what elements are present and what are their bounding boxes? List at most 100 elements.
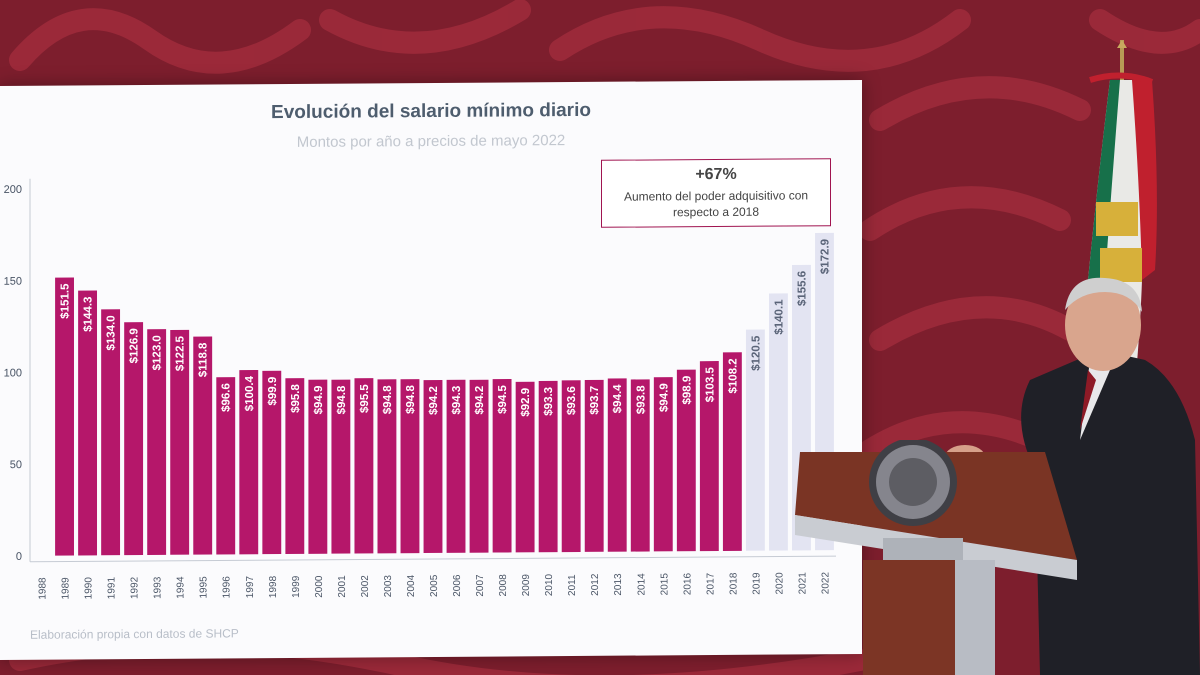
bar-value-label: $123.0 (152, 335, 164, 370)
bar-value-label: $94.2 (428, 386, 440, 415)
x-tick-label: 2003 (383, 575, 394, 598)
x-tick-label: 2021 (797, 572, 808, 595)
x-tick-label: 1997 (245, 576, 256, 599)
bar (101, 309, 121, 556)
bar (538, 380, 558, 553)
bar-value-label: $94.2 (474, 386, 486, 415)
bar-value-label: $94.8 (382, 385, 394, 414)
bar-value-label: $93.6 (566, 386, 578, 415)
bar-value-label: $94.9 (313, 386, 325, 415)
bar-value-label: $108.2 (727, 358, 739, 393)
source-footnote: Elaboración propia con datos de SHCP (30, 626, 239, 642)
x-tick-label: 2006 (452, 574, 463, 597)
bar (377, 379, 397, 554)
callout-text: Aumento del poder adquisitivo con respec… (623, 188, 809, 220)
bar-value-label: $103.5 (704, 366, 716, 402)
x-tick-label: 1999 (291, 575, 302, 598)
x-tick-label: 2007 (475, 574, 486, 597)
bar (653, 377, 673, 552)
x-tick-label: 2009 (521, 574, 532, 597)
x-tick-label: 1996 (222, 576, 233, 599)
x-tick-label: 2005 (429, 574, 440, 597)
x-tick-label: 1998 (268, 575, 279, 598)
bar-value-label: $144.3 (83, 297, 95, 332)
x-tick-label: 2011 (567, 574, 578, 596)
x-tick-label: 2017 (705, 572, 716, 595)
x-tick-label: 2014 (636, 573, 647, 596)
bar (308, 379, 328, 554)
bar-value-label: $93.7 (589, 386, 601, 415)
x-tick-label: 1991 (107, 576, 118, 599)
x-tick-label: 2018 (728, 572, 739, 595)
bar (699, 361, 719, 552)
x-tick-label: 2001 (337, 575, 348, 598)
callout-value: +67% (695, 165, 737, 184)
x-tick-label: 1988 (38, 577, 49, 600)
bar-value-label: $151.5 (60, 283, 72, 319)
x-tick-label: 2019 (751, 572, 762, 595)
bar (515, 381, 535, 553)
x-tick-label: 2020 (774, 572, 785, 595)
bar-value-label: $94.5 (497, 384, 509, 413)
x-tick-label: 1993 (153, 576, 164, 599)
bar-value-label: $93.8 (635, 385, 647, 414)
bar-value-label: $120.5 (750, 335, 762, 371)
bar (124, 322, 144, 556)
podium (795, 440, 1077, 675)
bar (331, 379, 351, 554)
bar-value-label: $126.9 (129, 328, 141, 363)
bar-value-label: $94.8 (336, 385, 348, 414)
bar (492, 379, 512, 553)
bar-value-label: $94.4 (612, 384, 624, 413)
bar (561, 380, 581, 553)
bar (584, 379, 604, 552)
bar-chart: 0 50 100 150 200 1988 1989 $151.5 1990 $144.3 1991… (4, 178, 836, 600)
x-tick-label: 2015 (659, 573, 670, 596)
bar (147, 329, 167, 555)
bar-value-label: $122.5 (175, 335, 187, 371)
bar (193, 336, 213, 555)
x-tick-label: 1989 (61, 577, 72, 600)
bar-value-label: $155.6 (796, 271, 808, 306)
bar (469, 379, 489, 553)
bar-value-label: $99.9 (267, 377, 279, 406)
x-tick-label: 2002 (360, 575, 371, 598)
callout-box: +67% Aumento del poder adquisitivo con r… (601, 158, 831, 228)
y-tick-label: 0 (16, 551, 22, 563)
bar-value-label: $92.9 (520, 388, 532, 417)
bar (423, 380, 443, 554)
x-axis-line (30, 555, 836, 563)
y-tick-label: 200 (4, 184, 22, 196)
bar (55, 277, 74, 556)
bar-value-label: $96.6 (221, 383, 233, 412)
bar (722, 352, 742, 551)
bar-value-label: $94.9 (658, 383, 670, 412)
x-tick-label: 2016 (682, 572, 693, 595)
x-tick-label: 2000 (314, 575, 325, 598)
projection-screen: Evolución del salario mínimo diario Mont… (0, 79, 862, 661)
y-tick-label: 150 (4, 276, 22, 288)
x-tick-label: 2013 (613, 573, 624, 596)
bar (446, 379, 466, 553)
bar (400, 379, 420, 554)
x-tick-label: 1994 (176, 576, 187, 599)
bar-value-label: $95.5 (359, 384, 371, 413)
bar (170, 329, 190, 555)
bar-value-label: $93.3 (543, 387, 555, 416)
bar-value-label: $140.1 (773, 299, 785, 335)
bar (630, 379, 650, 552)
bar (285, 378, 305, 555)
x-tick-label: 2022 (820, 572, 831, 595)
y-tick-label: 100 (4, 367, 22, 379)
bar-value-label: $94.3 (451, 386, 463, 415)
bar (745, 329, 765, 551)
bar-value-label: $95.8 (290, 383, 302, 412)
bar (607, 378, 627, 552)
bar (239, 369, 259, 555)
bar (78, 290, 98, 556)
x-tick-label: 1990 (84, 577, 95, 600)
x-tick-label: 2008 (498, 574, 509, 597)
bar (354, 378, 374, 554)
bar-value-label: $134.0 (106, 315, 118, 350)
x-tick-label: 1995 (199, 576, 210, 599)
